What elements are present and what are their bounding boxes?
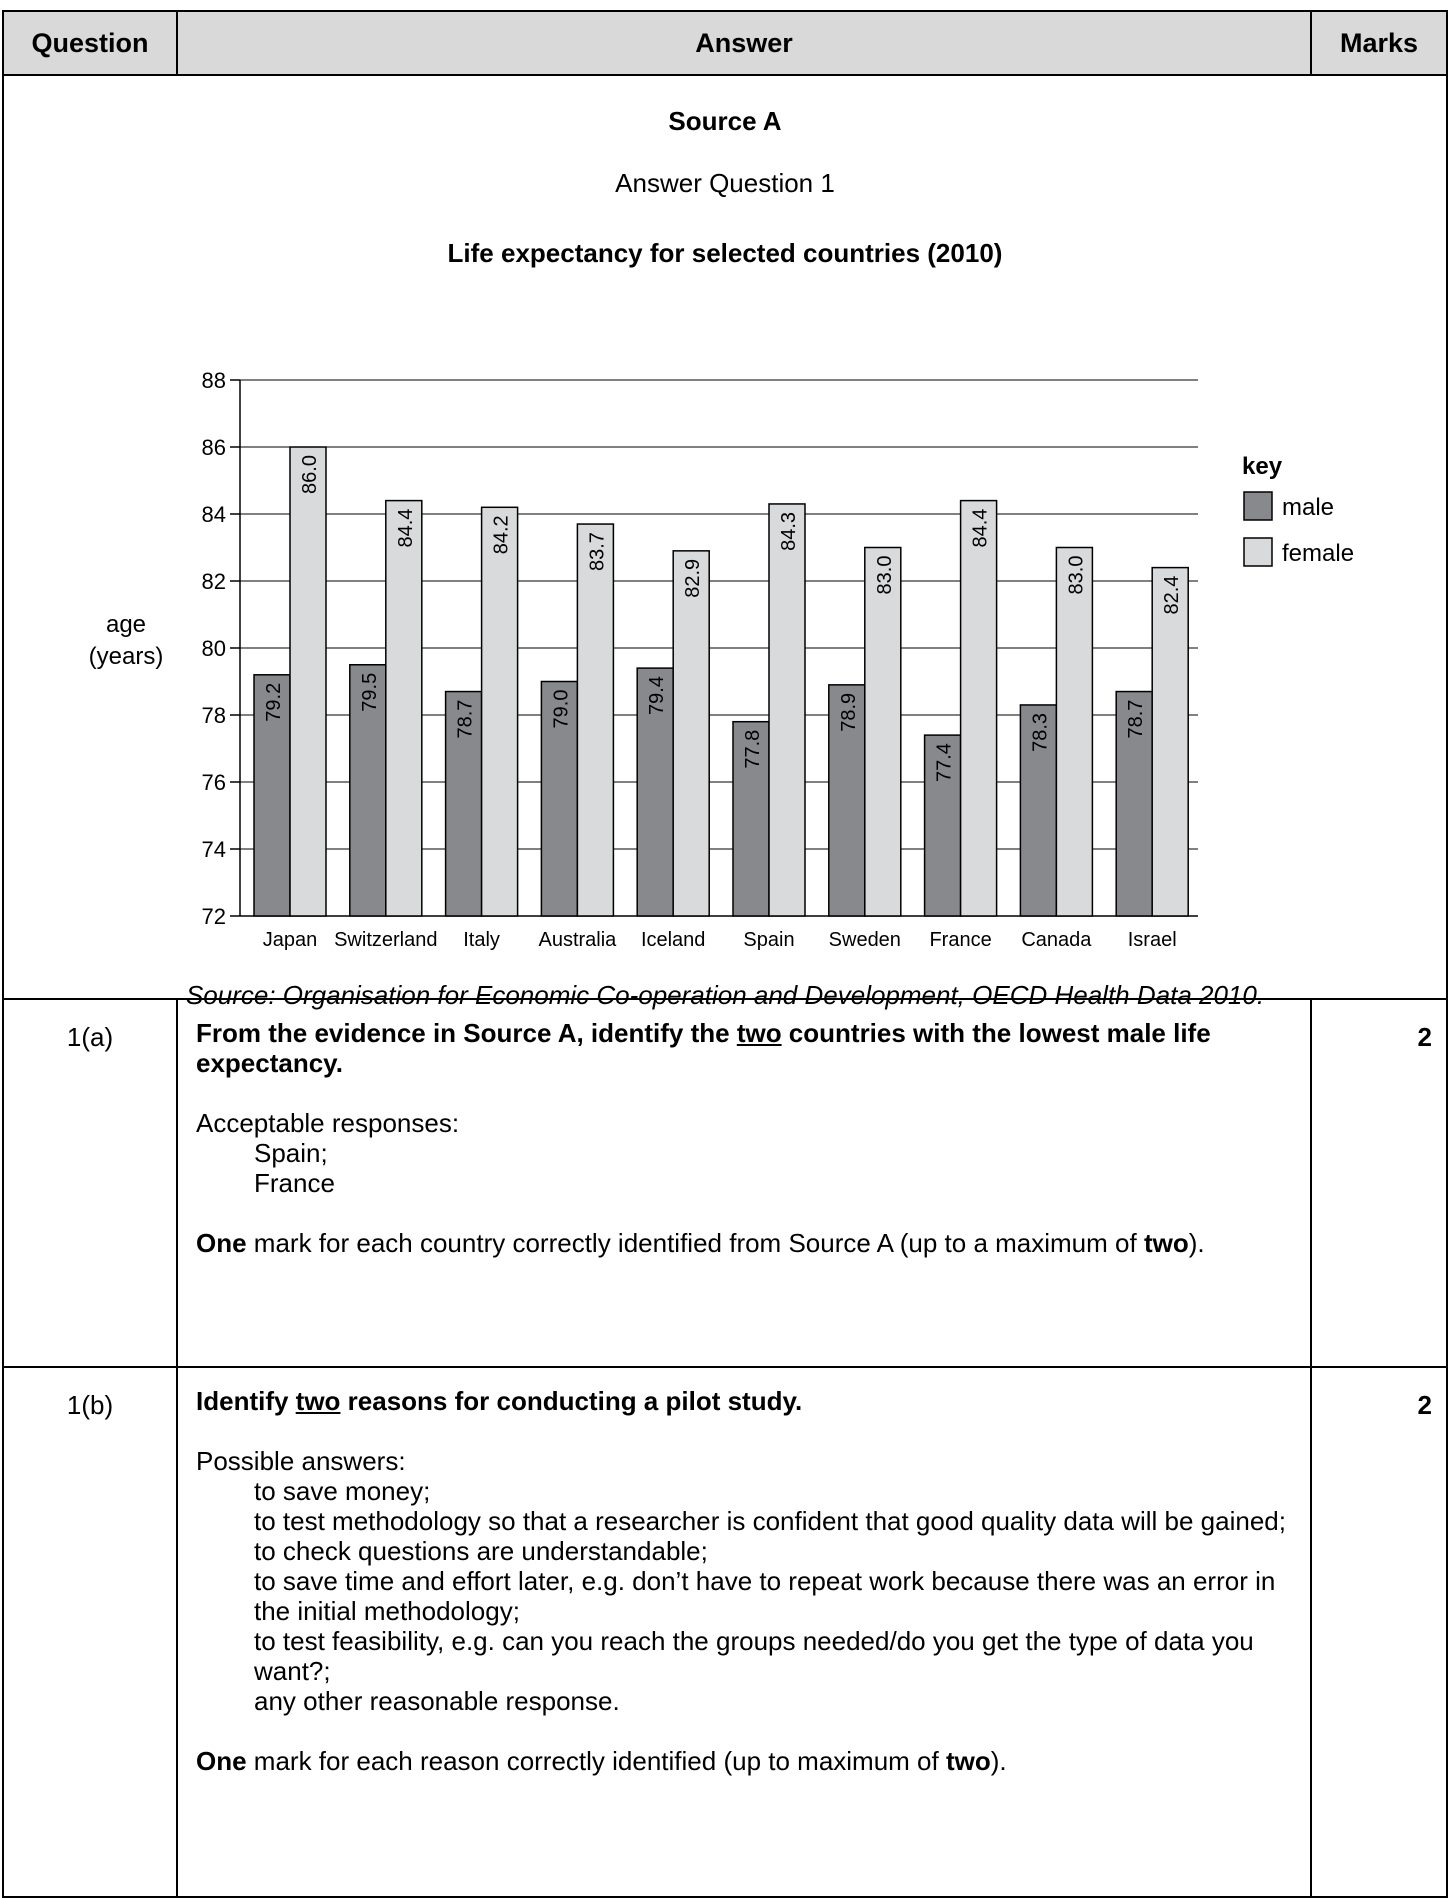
- male-bar: [253, 674, 291, 917]
- data-label: 84.3: [778, 512, 800, 551]
- source-instruction: Answer Question 1: [615, 168, 835, 198]
- y-tick-label: 76: [202, 770, 226, 795]
- header-answer: Answer: [176, 10, 1312, 76]
- response-item: France: [254, 1168, 335, 1198]
- response-item: Spain;: [254, 1138, 328, 1168]
- x-tick-label: Switzerland: [334, 929, 437, 951]
- data-label: 79.5: [359, 673, 381, 712]
- header-question: Question: [2, 10, 178, 76]
- y-tick-label: 84: [202, 502, 226, 527]
- x-tick-label: Sweden: [829, 929, 901, 951]
- question-1b-row: 1(b) Identify two reasons for conducting…: [2, 1366, 1448, 1898]
- female-bar: [672, 550, 710, 917]
- female-bar: [289, 446, 327, 917]
- data-label: 78.3: [1029, 713, 1051, 752]
- x-tick-label: Italy: [463, 929, 500, 951]
- question-number: 1(a): [2, 998, 178, 1368]
- y-tick-label: 72: [202, 904, 226, 929]
- male-legend-swatch: [1243, 491, 1273, 521]
- female-bar: [959, 499, 998, 917]
- x-tick-label: Spain: [743, 929, 794, 951]
- data-label: 78.7: [1125, 700, 1147, 739]
- marks-value: 2: [1310, 1366, 1448, 1898]
- data-label: 79.2: [263, 683, 285, 722]
- question-number: 1(b): [2, 1366, 178, 1898]
- mark-scheme-table: Question Answer Marks Source A Answer Qu…: [2, 10, 1448, 1898]
- question-text: From the evidence in Source A, identify …: [196, 1018, 1211, 1078]
- data-label: 77.8: [742, 730, 764, 769]
- female-bar: [1151, 566, 1189, 917]
- x-tick-label: Israel: [1128, 929, 1177, 951]
- legend-title: key: [1242, 453, 1283, 480]
- male-legend-label: male: [1282, 494, 1334, 521]
- life-expectancy-chart: 72 74 76 78 80 82 84 86 88 79.2 86.0 Japan 79.5 84.4 S…: [89, 368, 1354, 951]
- y-tick-label: 82: [202, 569, 226, 594]
- female-bar: [1055, 546, 1094, 917]
- question-1a-row: 1(a) From the evidence in Source A, iden…: [2, 998, 1448, 1368]
- male-bar: [923, 734, 962, 917]
- answer-cell: From the evidence in Source A, identify …: [176, 998, 1312, 1368]
- x-tick-label: Iceland: [641, 929, 706, 951]
- female-legend-swatch: [1243, 537, 1273, 567]
- response-item: to test methodology so that a researcher…: [254, 1506, 1286, 1536]
- header-marks: Marks: [1310, 10, 1448, 76]
- data-label: 83.0: [1065, 556, 1087, 595]
- responses-intro: Acceptable responses:: [196, 1108, 460, 1138]
- data-label: 84.2: [491, 515, 513, 554]
- data-label: 83.7: [586, 532, 608, 571]
- data-label: 78.9: [838, 693, 860, 732]
- responses-intro: Possible answers:: [196, 1446, 406, 1476]
- response-item: any other reasonable response.: [254, 1686, 620, 1716]
- data-label: 84.4: [970, 509, 992, 548]
- female-bar: [385, 499, 423, 917]
- y-axis-label: (years): [89, 643, 164, 670]
- female-bar: [576, 523, 615, 917]
- source-row: Source A Answer Question 1 Life expectan…: [2, 74, 1448, 1010]
- male-bar: [636, 667, 674, 917]
- header-row: Question Answer Marks: [2, 10, 1448, 76]
- data-label: 77.4: [934, 743, 956, 782]
- marking-guidance: One mark for each country correctly iden…: [196, 1228, 1205, 1258]
- response-item: to save money;: [254, 1476, 431, 1506]
- data-label: 79.4: [646, 676, 668, 715]
- female-bar: [480, 506, 519, 917]
- male-bar: [540, 680, 579, 917]
- male-bar: [349, 664, 387, 917]
- y-tick-label: 86: [202, 435, 226, 460]
- question-text: Identify two reasons for conducting a pi…: [196, 1386, 803, 1416]
- source-a-cell: Source A Answer Question 1 Life expectan…: [2, 74, 1448, 1010]
- x-tick-label: Japan: [263, 929, 318, 951]
- y-tick-label: 78: [202, 703, 226, 728]
- y-tick-label: 74: [202, 837, 226, 862]
- y-axis-label: age: [106, 611, 146, 638]
- data-label: 83.0: [874, 556, 896, 595]
- female-bar: [864, 546, 902, 917]
- response-item: to check questions are understandable;: [254, 1536, 708, 1566]
- x-tick-label: Canada: [1021, 929, 1092, 951]
- female-legend-label: female: [1282, 540, 1354, 567]
- male-bar: [444, 690, 483, 917]
- x-tick-label: France: [929, 929, 991, 951]
- x-tick-label: Australia: [538, 929, 617, 951]
- marks-value: 2: [1310, 998, 1448, 1368]
- answer-cell: Identify two reasons for conducting a pi…: [176, 1366, 1312, 1898]
- chart-title: Life expectancy for selected countries (…: [447, 238, 1003, 268]
- data-label: 82.4: [1161, 576, 1183, 615]
- data-label: 82.9: [682, 559, 704, 598]
- data-label: 79.0: [550, 690, 572, 729]
- y-tick-label: 88: [202, 368, 226, 393]
- data-label: 84.4: [395, 509, 417, 548]
- male-bar: [732, 720, 770, 917]
- response-item: to save time and effort later, e.g. don’…: [254, 1566, 1276, 1626]
- marking-guidance: One mark for each reason correctly ident…: [196, 1746, 1007, 1776]
- data-label: 78.7: [455, 700, 477, 739]
- female-bar: [768, 503, 806, 917]
- data-label: 86.0: [299, 455, 321, 494]
- y-tick-label: 80: [202, 636, 226, 661]
- source-title: Source A: [668, 106, 782, 136]
- source-note: Source: Organisation for Economic Co-ope…: [185, 980, 1265, 1010]
- response-item: to test feasibility, e.g. can you reach …: [254, 1626, 1254, 1686]
- male-bar: [1115, 690, 1153, 917]
- male-bar: [1019, 704, 1058, 917]
